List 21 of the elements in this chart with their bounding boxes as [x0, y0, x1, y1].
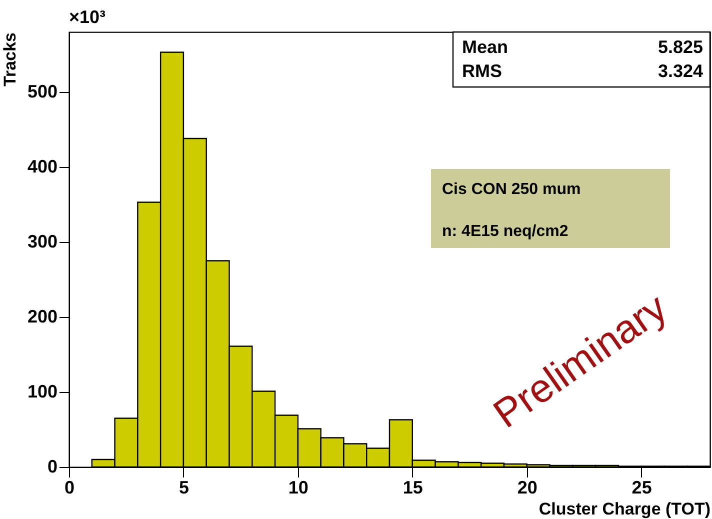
annotation: Cis CON 250 mum — [442, 181, 581, 198]
y-tick-label: 100 — [27, 382, 58, 402]
annotation: n: 4E15 neq/cm2 — [442, 223, 568, 240]
y-tick-label: 200 — [27, 306, 58, 326]
x-tick-label: 10 — [288, 478, 308, 498]
x-axis-title: Cluster Charge (TOT) — [538, 500, 710, 518]
x-tick-label: 0 — [64, 478, 75, 498]
annotation: RMS — [462, 61, 502, 81]
text: ×10³ — [69, 7, 106, 27]
y-axis-title: Tracks — [0, 32, 20, 86]
annotation: Mean — [462, 37, 508, 57]
y-tick-label: 500 — [27, 82, 58, 102]
annotation: 3.324 — [658, 61, 703, 81]
x-tick-label: 15 — [402, 478, 423, 498]
x-tick-label: 5 — [178, 478, 189, 498]
y-tick-label: 300 — [27, 232, 58, 252]
annotation: 5.825 — [658, 37, 703, 57]
x-tick-label: 25 — [632, 478, 652, 498]
y-tick-label: 0 — [47, 456, 58, 476]
y-tick-label: 400 — [27, 156, 58, 176]
x-tick-label: 20 — [517, 478, 538, 498]
